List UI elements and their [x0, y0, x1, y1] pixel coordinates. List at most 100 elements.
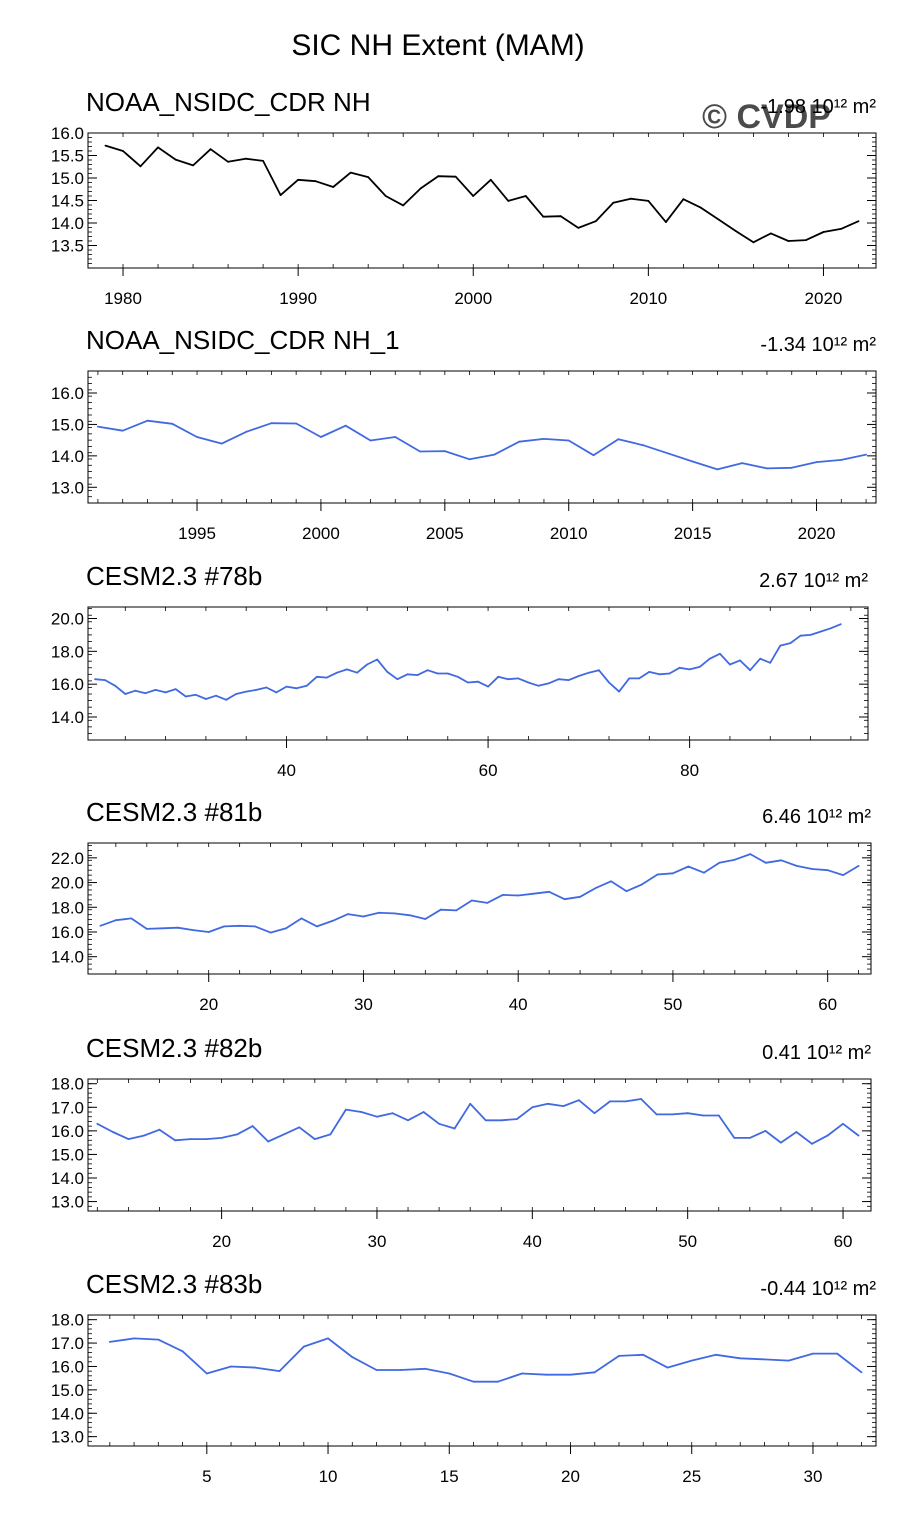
data-point	[424, 1367, 426, 1370]
y-tick-label: 15.0	[51, 169, 84, 188]
data-point	[717, 218, 720, 221]
data-point	[562, 1105, 565, 1107]
data-point	[865, 453, 867, 456]
data-point	[809, 634, 812, 636]
data-point	[625, 890, 628, 893]
data-point	[255, 689, 258, 691]
data-point	[857, 865, 860, 867]
data-point	[593, 1371, 596, 1374]
data-point	[424, 918, 427, 920]
data-point	[655, 1113, 658, 1116]
data-point	[378, 911, 380, 914]
data-point	[780, 859, 783, 862]
data-point	[716, 468, 719, 471]
x-tick-label: 25	[682, 1467, 701, 1486]
data-point	[787, 1359, 790, 1362]
chart-panel-4: CESM2.3 #81b 6.46 10¹² m² 14.0 16.0 18.0 20.0…	[51, 797, 872, 1014]
data-point	[295, 687, 298, 690]
x-tick-label: 30	[368, 1232, 387, 1251]
data-point	[174, 688, 177, 690]
data-point	[759, 657, 762, 660]
plot-frame	[87, 606, 869, 741]
data-point	[356, 671, 358, 674]
data-point	[860, 1371, 863, 1374]
data-point	[315, 675, 318, 678]
data-point	[437, 175, 440, 178]
data-point	[375, 1369, 378, 1371]
data-point	[700, 206, 702, 209]
data-point	[422, 1111, 425, 1113]
data-point	[407, 1119, 409, 1122]
data-point	[668, 672, 671, 675]
data-point	[157, 1338, 160, 1341]
data-point	[764, 1130, 767, 1132]
data-point	[811, 868, 814, 870]
trend-label: 2.67 10¹² m²	[759, 570, 868, 592]
y-tick-label: 18.0	[51, 898, 84, 917]
data-point	[251, 1125, 254, 1127]
data-point	[567, 679, 570, 681]
data-point	[594, 220, 597, 223]
data-point	[269, 931, 272, 934]
data-point	[104, 679, 106, 681]
data-point	[648, 671, 651, 673]
data-point	[812, 1352, 814, 1355]
plot-frame	[87, 370, 877, 504]
data-point	[409, 914, 411, 917]
x-tick-label: 30	[803, 1467, 822, 1486]
data-point	[244, 157, 247, 160]
data-point	[295, 422, 298, 425]
data-point	[598, 669, 600, 672]
data-point	[749, 853, 752, 855]
data-point	[344, 424, 347, 427]
data-point	[708, 657, 711, 660]
data-point	[426, 669, 429, 672]
data-point	[205, 1372, 208, 1375]
data-point	[795, 865, 798, 867]
data-point	[698, 666, 701, 668]
data-point	[641, 883, 643, 886]
data-point	[836, 1352, 839, 1355]
data-point	[842, 874, 844, 876]
data-point	[220, 442, 223, 445]
y-tick-label: 16.0	[51, 675, 84, 694]
x-tick-label: 60	[834, 1232, 853, 1251]
data-point	[840, 228, 842, 230]
data-point	[787, 240, 790, 242]
data-point	[795, 1131, 798, 1133]
data-point	[518, 440, 521, 443]
data-point	[96, 1122, 99, 1125]
y-tick-label: 14.0	[51, 1169, 84, 1188]
x-tick-label: 2000	[454, 289, 492, 308]
data-point	[454, 175, 457, 178]
data-point	[402, 204, 405, 207]
watermark: © CVDP	[702, 98, 831, 136]
y-tick-label: 18.0	[51, 1311, 84, 1330]
data-point	[154, 689, 157, 691]
data-point	[739, 1357, 742, 1360]
data-point	[563, 898, 566, 901]
data-point	[453, 1127, 456, 1130]
x-tick-label: 15	[440, 1467, 459, 1486]
data-point	[507, 200, 510, 202]
data-point	[638, 677, 641, 680]
data-point	[763, 1358, 766, 1361]
data-point	[176, 926, 179, 929]
data-point	[739, 659, 741, 662]
x-tick-label: 1980	[104, 289, 142, 308]
x-tick-label: 2020	[798, 524, 836, 543]
data-point	[367, 176, 370, 179]
data-point	[545, 1373, 548, 1376]
data-point	[302, 1345, 305, 1348]
data-point	[815, 461, 818, 463]
data-point	[121, 429, 124, 432]
series-line	[95, 623, 842, 701]
x-tick-label: 60	[479, 761, 498, 780]
data-point	[811, 1142, 813, 1145]
x-tick-label: 2010	[550, 524, 588, 543]
data-point	[275, 691, 278, 694]
data-point	[207, 931, 210, 933]
data-point	[282, 1133, 285, 1136]
y-tick-label: 15.0	[51, 1381, 84, 1400]
